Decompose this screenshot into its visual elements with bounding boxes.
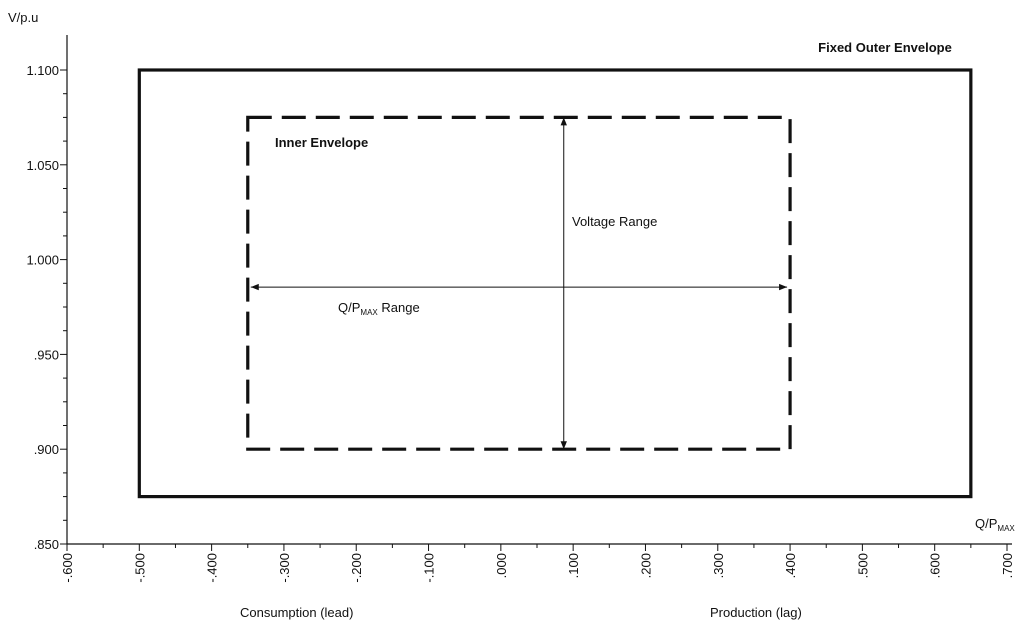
q-range-label-rest: Range [378,300,420,315]
q-range-label: Q/PMAX Range [338,300,420,317]
x-tick-label: .500 [855,553,870,578]
x-tick-label: -.600 [60,553,75,583]
y-axis-label: V/p.u [8,10,38,25]
y-tick-label: .900 [34,442,59,457]
x-right-label: Production (lag) [710,605,802,620]
outer-label: Fixed Outer Envelope [818,40,952,55]
q-range-label-sub: MAX [360,308,378,317]
inner-envelope [246,115,792,451]
x-left-label: Consumption (lead) [240,605,353,620]
x-axis-label: Q/PMAX [975,516,1015,533]
outer-envelope [137,68,973,499]
x-tick-label: -.200 [349,553,364,583]
x-tick-label: -.100 [422,553,437,583]
x-tick-label: .100 [566,553,581,578]
x-tick-label: .200 [638,553,653,578]
inner-label: Inner Envelope [275,135,368,150]
x-axis-label-main: Q/P [975,516,997,531]
x-axis-label-sub: MAX [997,524,1015,533]
q-range-label-main: Q/P [338,300,360,315]
x-tick-label: .000 [494,553,509,578]
voltage-range-label: Voltage Range [572,214,657,229]
x-tick-label: .400 [783,553,798,578]
x-tick-label: .700 [1000,553,1015,578]
x-tick-label: -.400 [205,553,220,583]
x-tick-label: .300 [711,553,726,578]
y-tick-label: .950 [34,347,59,362]
x-tick-label: -.300 [277,553,292,583]
y-tick-label: 1.050 [26,158,59,173]
x-tick-label: -.500 [132,553,147,583]
y-tick-label: 1.000 [26,253,59,268]
x-tick-label: .600 [928,553,943,578]
y-tick-label: .850 [34,537,59,552]
y-tick-label: 1.100 [26,63,59,78]
